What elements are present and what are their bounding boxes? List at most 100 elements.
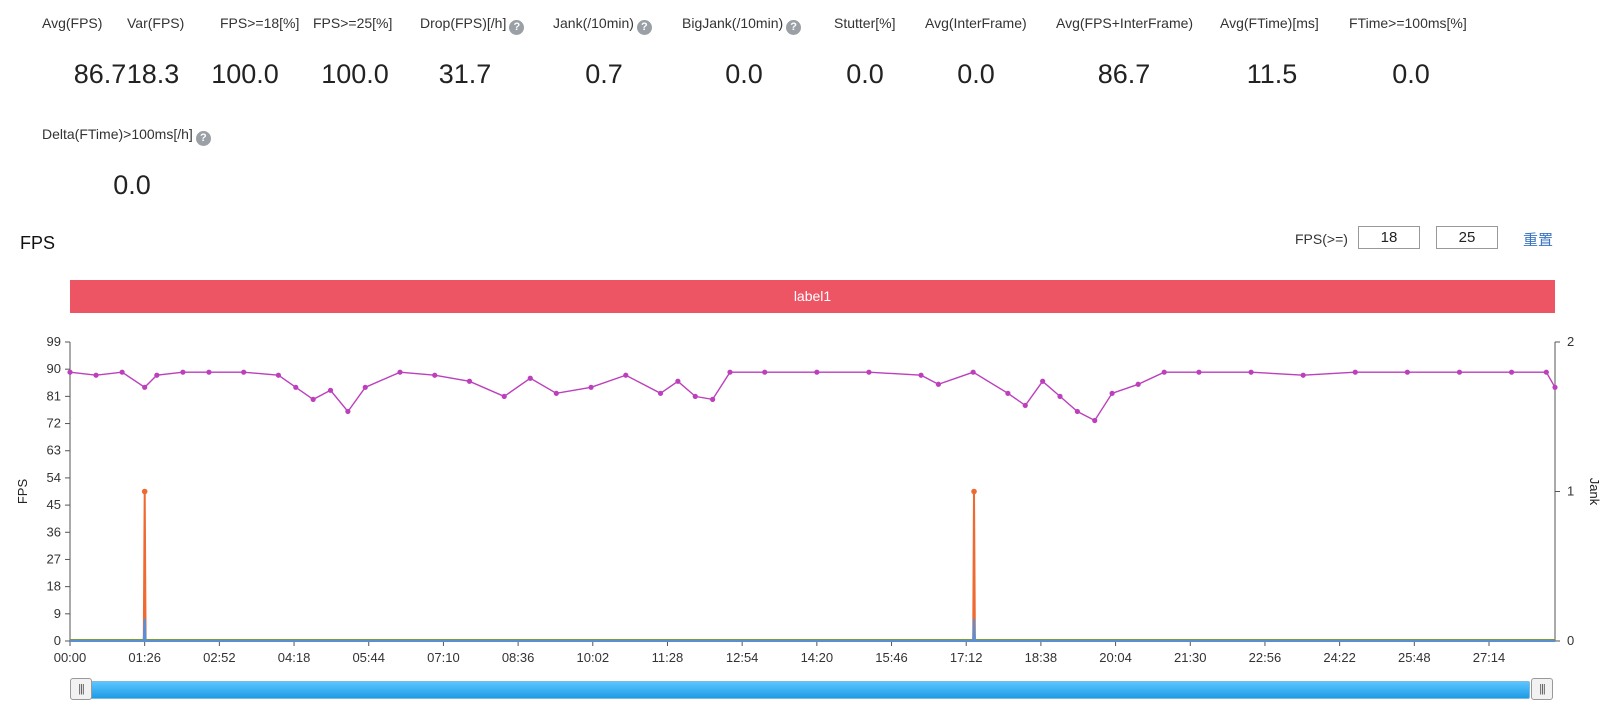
metric-value: 0.0 bbox=[725, 59, 763, 89]
series-point-fps[interactable] bbox=[553, 390, 559, 396]
series-line-fps bbox=[69, 371, 1556, 422]
series-point-fps[interactable] bbox=[93, 372, 99, 378]
series-point-jank[interactable] bbox=[971, 488, 977, 495]
series-point-fps[interactable] bbox=[327, 387, 334, 393]
series-point-fps[interactable] bbox=[527, 375, 533, 381]
series-point-fps[interactable] bbox=[1092, 417, 1098, 424]
series-point-fps[interactable] bbox=[1057, 393, 1063, 399]
series-point-fps[interactable] bbox=[206, 369, 212, 375]
series-point-fps[interactable] bbox=[623, 372, 629, 378]
series-point-jank[interactable] bbox=[141, 488, 148, 495]
y-tick-label: 99 bbox=[47, 334, 61, 349]
series-point-fps[interactable] bbox=[432, 372, 438, 378]
series-point-fps[interactable] bbox=[119, 369, 125, 375]
y-tick-label: 9 bbox=[54, 606, 61, 621]
series-point-fps[interactable] bbox=[1040, 378, 1046, 384]
series-point-fps[interactable] bbox=[1352, 369, 1358, 375]
series-point-fps[interactable] bbox=[762, 369, 768, 375]
series-point-fps[interactable] bbox=[1005, 390, 1011, 396]
metric-value: 0.0 bbox=[113, 170, 151, 200]
series-point-fps[interactable] bbox=[67, 369, 73, 375]
series-point-fps[interactable] bbox=[1074, 408, 1080, 415]
series-point-fps[interactable] bbox=[692, 393, 698, 399]
series-point-fps[interactable] bbox=[814, 369, 820, 375]
x-tick-label: 18:38 bbox=[1025, 650, 1058, 665]
series-point-fps[interactable] bbox=[345, 408, 351, 415]
series-point-fps[interactable] bbox=[466, 378, 473, 384]
metric-value: 100.0 bbox=[211, 59, 279, 89]
series-point-fps[interactable] bbox=[866, 369, 872, 375]
time-range-slider[interactable] bbox=[70, 681, 1530, 699]
series-point-fps[interactable] bbox=[970, 369, 976, 375]
series-point-fps[interactable] bbox=[1135, 381, 1141, 387]
slider-right-handle[interactable]: ||| bbox=[1531, 678, 1553, 700]
label-bar[interactable]: label1 bbox=[70, 280, 1555, 313]
help-icon[interactable]: ? bbox=[509, 20, 525, 35]
metric-value: 31.7 bbox=[438, 59, 492, 89]
series-line-jank bbox=[70, 491, 1555, 642]
metric-value: 0.0 bbox=[957, 59, 995, 89]
metric-label: FPS>=18[%] bbox=[220, 15, 299, 31]
metric-value: 11.5 bbox=[1246, 59, 1298, 89]
series-point-fps[interactable] bbox=[241, 369, 247, 375]
series-point-fps[interactable] bbox=[1552, 384, 1558, 390]
series-point-fps[interactable] bbox=[275, 372, 282, 378]
reset-link[interactable]: 重置 bbox=[1523, 232, 1554, 249]
series-point-fps[interactable] bbox=[918, 372, 924, 378]
x-tick-label: 22:56 bbox=[1249, 650, 1282, 665]
series-point-fps[interactable] bbox=[1022, 402, 1028, 409]
x-tick-label: 08:36 bbox=[502, 650, 535, 665]
series-point-fps[interactable] bbox=[675, 378, 681, 384]
fps-threshold-input-2[interactable] bbox=[1436, 226, 1498, 249]
series-point-fps[interactable] bbox=[310, 396, 316, 402]
series-point-fps[interactable] bbox=[710, 396, 716, 402]
y-tick-label: 54 bbox=[47, 470, 61, 485]
x-tick-label: 21:30 bbox=[1174, 650, 1207, 665]
series-point-fps[interactable] bbox=[657, 390, 664, 396]
metric-value: 86.7 bbox=[73, 59, 127, 89]
series-point-fps[interactable] bbox=[1404, 369, 1410, 375]
metric-label: Avg(FTime)[ms] bbox=[1220, 15, 1319, 31]
metric-label: Delta(FTime)>100ms[/h]? bbox=[42, 126, 211, 146]
x-tick-label: 01:26 bbox=[128, 650, 161, 665]
series-point-fps[interactable] bbox=[1543, 369, 1549, 375]
metric-label: Avg(FPS+InterFrame) bbox=[1056, 15, 1193, 31]
series-point-fps[interactable] bbox=[1456, 369, 1463, 375]
series-point-fps[interactable] bbox=[154, 372, 160, 378]
help-icon[interactable]: ? bbox=[636, 20, 652, 35]
y-tick-label: 90 bbox=[47, 361, 61, 376]
series-point-fps[interactable] bbox=[935, 381, 942, 387]
series-point-fps[interactable] bbox=[1508, 369, 1515, 375]
metric-value: 0.7 bbox=[585, 59, 623, 89]
metric-label: Avg(InterFrame) bbox=[925, 15, 1027, 31]
metric-label-text: Avg(FPS) bbox=[42, 15, 103, 31]
metric-label: Avg(FPS) bbox=[42, 15, 102, 31]
series-point-fps[interactable] bbox=[1161, 369, 1167, 375]
y2-tick-label: 1 bbox=[1567, 484, 1574, 499]
x-tick-label: 15:46 bbox=[875, 650, 908, 665]
y-tick-label: 81 bbox=[47, 388, 61, 403]
metric-label-text: Jank(/10min) bbox=[553, 15, 634, 31]
series-point-fps[interactable] bbox=[1109, 390, 1115, 396]
series-point-fps[interactable] bbox=[1300, 372, 1306, 378]
series-point-fps[interactable] bbox=[1248, 369, 1254, 375]
series-point-fps[interactable] bbox=[501, 393, 507, 399]
chart-title: FPS bbox=[20, 233, 56, 253]
metric-value: 86.7 bbox=[1097, 59, 1151, 89]
series-point-fps[interactable] bbox=[397, 369, 403, 375]
y-tick-label: 45 bbox=[47, 497, 61, 512]
y-axis-title: FPS bbox=[15, 479, 30, 505]
help-icon[interactable]: ? bbox=[195, 131, 211, 146]
slider-left-handle[interactable]: ||| bbox=[70, 678, 92, 700]
fps-threshold-input-1[interactable] bbox=[1358, 226, 1420, 249]
series-point-fps[interactable] bbox=[142, 384, 148, 390]
series-point-fps[interactable] bbox=[293, 384, 299, 390]
help-icon[interactable]: ? bbox=[786, 20, 802, 35]
series-point-fps[interactable] bbox=[1196, 369, 1202, 375]
metric-label: FPS>=25[%] bbox=[313, 15, 392, 31]
series-point-fps[interactable] bbox=[362, 384, 368, 390]
series-point-fps[interactable] bbox=[588, 384, 594, 390]
x-tick-label: 14:20 bbox=[801, 650, 834, 665]
series-point-fps[interactable] bbox=[180, 369, 186, 375]
series-point-fps[interactable] bbox=[727, 369, 733, 375]
